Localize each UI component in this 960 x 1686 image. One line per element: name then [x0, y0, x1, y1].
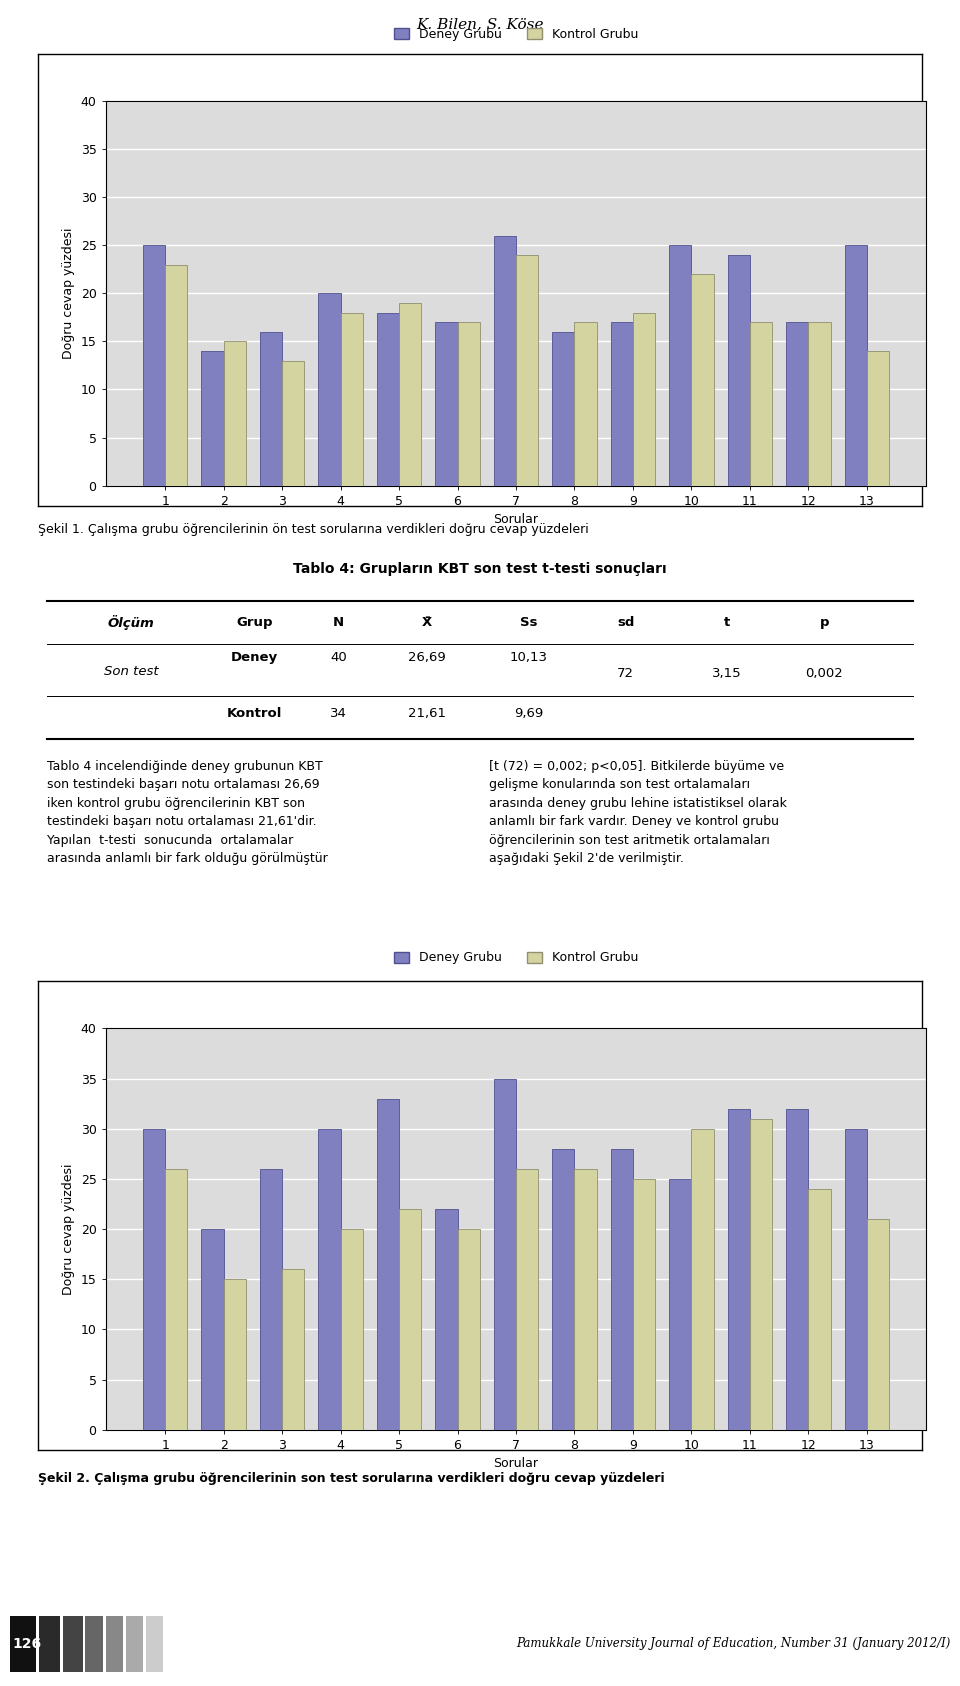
- Bar: [143, 244, 165, 486]
- Bar: [319, 1130, 341, 1430]
- FancyBboxPatch shape: [146, 1615, 163, 1673]
- X-axis label: Sorular: Sorular: [493, 513, 539, 526]
- Bar: [786, 322, 808, 486]
- Bar: [399, 1209, 421, 1430]
- Bar: [845, 1130, 867, 1430]
- Bar: [728, 255, 750, 486]
- Bar: [377, 1099, 399, 1430]
- Legend: Deney Grubu, Kontrol Grubu: Deney Grubu, Kontrol Grubu: [389, 946, 643, 969]
- Y-axis label: Doğru cevap yüzdesi: Doğru cevap yüzdesi: [62, 228, 75, 359]
- Bar: [516, 255, 539, 486]
- Text: Ölçüm: Ölçüm: [108, 615, 155, 631]
- Bar: [611, 1148, 633, 1430]
- Text: Tablo 4 incelendiğinde deney grubunun KBT
son testindeki başarı notu ortalaması : Tablo 4 incelendiğinde deney grubunun KB…: [47, 760, 328, 865]
- FancyBboxPatch shape: [10, 1615, 36, 1673]
- Bar: [691, 1130, 713, 1430]
- Bar: [611, 322, 633, 486]
- Bar: [202, 351, 224, 486]
- Bar: [867, 1219, 889, 1430]
- Legend: Deney Grubu, Kontrol Grubu: Deney Grubu, Kontrol Grubu: [389, 24, 643, 46]
- Bar: [260, 332, 282, 486]
- Bar: [493, 236, 516, 486]
- Text: t: t: [724, 615, 731, 629]
- Y-axis label: Doğru cevap yüzdesi: Doğru cevap yüzdesi: [62, 1163, 75, 1295]
- Bar: [691, 275, 713, 486]
- Bar: [669, 1179, 691, 1430]
- Bar: [808, 1189, 830, 1430]
- Bar: [143, 1130, 165, 1430]
- Text: [t (72) = 0,002; p<0,05]. Bitkilerde büyüme ve
gelişme konularında son test orta: [t (72) = 0,002; p<0,05]. Bitkilerde büy…: [489, 760, 786, 865]
- Bar: [728, 1109, 750, 1430]
- Text: 21,61: 21,61: [408, 706, 446, 720]
- Bar: [574, 1168, 597, 1430]
- Bar: [750, 322, 772, 486]
- Bar: [341, 1229, 363, 1430]
- Bar: [458, 322, 480, 486]
- Text: 9,69: 9,69: [514, 706, 543, 720]
- FancyBboxPatch shape: [39, 1615, 60, 1673]
- Bar: [552, 1148, 574, 1430]
- Text: N: N: [333, 615, 345, 629]
- Bar: [224, 341, 246, 486]
- FancyBboxPatch shape: [126, 1615, 143, 1673]
- Bar: [260, 1168, 282, 1430]
- X-axis label: Sorular: Sorular: [493, 1457, 539, 1470]
- Bar: [669, 244, 691, 486]
- Text: Deney: Deney: [231, 651, 278, 664]
- Text: 40: 40: [330, 651, 348, 664]
- Bar: [633, 312, 655, 486]
- Text: 3,15: 3,15: [712, 668, 742, 679]
- Text: Ss: Ss: [519, 615, 538, 629]
- Bar: [516, 1168, 539, 1430]
- Bar: [786, 1109, 808, 1430]
- Bar: [750, 1120, 772, 1430]
- FancyBboxPatch shape: [85, 1615, 103, 1673]
- Text: 126: 126: [12, 1637, 41, 1651]
- Text: Şekil 2. Çalışma grubu öğrencilerinin son test sorularına verdikleri doğru cevap: Şekil 2. Çalışma grubu öğrencilerinin so…: [38, 1472, 665, 1485]
- Bar: [808, 322, 830, 486]
- Text: Kontrol: Kontrol: [228, 706, 282, 720]
- Text: Son test: Son test: [104, 666, 158, 678]
- Bar: [202, 1229, 224, 1430]
- Bar: [282, 1270, 304, 1430]
- Bar: [458, 1229, 480, 1430]
- Text: X̄: X̄: [421, 615, 432, 629]
- Text: Şekil 1. Çalışma grubu öğrencilerinin ön test sorularına verdikleri doğru cevap : Şekil 1. Çalışma grubu öğrencilerinin ön…: [38, 523, 589, 536]
- Bar: [552, 332, 574, 486]
- Text: p: p: [820, 615, 829, 629]
- Bar: [282, 361, 304, 486]
- FancyBboxPatch shape: [63, 1615, 83, 1673]
- FancyBboxPatch shape: [106, 1615, 123, 1673]
- Bar: [845, 244, 867, 486]
- Bar: [341, 312, 363, 486]
- Bar: [867, 351, 889, 486]
- Bar: [435, 322, 458, 486]
- Text: sd: sd: [617, 615, 635, 629]
- Bar: [319, 293, 341, 486]
- Bar: [633, 1179, 655, 1430]
- Text: 0,002: 0,002: [805, 668, 843, 679]
- Bar: [399, 303, 421, 486]
- Text: Pamukkale University Journal of Education, Number 31 (January 2012/I): Pamukkale University Journal of Educatio…: [516, 1637, 950, 1651]
- Bar: [224, 1280, 246, 1430]
- Bar: [377, 312, 399, 486]
- Bar: [165, 1168, 187, 1430]
- Bar: [493, 1079, 516, 1430]
- Text: 26,69: 26,69: [408, 651, 445, 664]
- Text: 72: 72: [617, 668, 635, 679]
- Bar: [435, 1209, 458, 1430]
- Bar: [165, 265, 187, 486]
- Text: 34: 34: [330, 706, 348, 720]
- Text: 10,13: 10,13: [510, 651, 547, 664]
- Bar: [574, 322, 597, 486]
- Text: Grup: Grup: [236, 615, 273, 629]
- Text: K. Bilen, S. Köse: K. Bilen, S. Köse: [417, 17, 543, 32]
- Text: Tablo 4: Grupların KBT son test t-testi sonuçları: Tablo 4: Grupların KBT son test t-testi …: [293, 561, 667, 577]
